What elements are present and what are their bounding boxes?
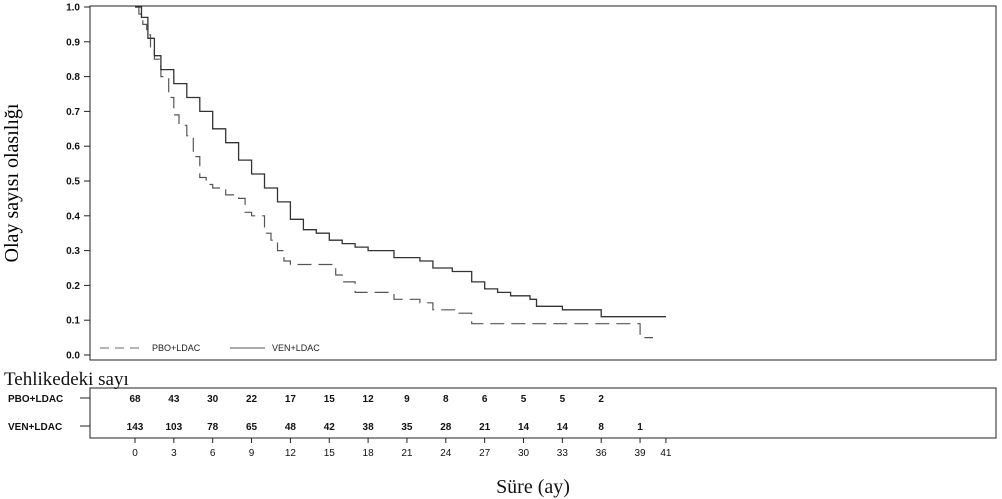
y-tick-label: 0.2 — [66, 281, 80, 292]
x-tick-label: 0 — [132, 448, 138, 459]
risk-table-title: Tehlikedeki sayı — [4, 369, 129, 390]
risk-value: 14 — [557, 422, 569, 433]
y-axis-label: Olay sayısı olasılığı — [1, 103, 23, 262]
series-layer — [135, 6, 666, 339]
y-tick-label: 0.3 — [66, 246, 80, 257]
x-tick-label: 15 — [324, 448, 336, 459]
risk-value: 9 — [404, 394, 410, 405]
risk-row-label-pbo: PBO+LDAC — [8, 394, 63, 405]
risk-value: 5 — [560, 394, 566, 405]
series-pbo-line — [135, 6, 653, 339]
x-axis-label: Süre (ay) — [496, 476, 570, 498]
y-tick-label: 0.8 — [66, 72, 80, 83]
legend: PBO+LDAC VEN+LDAC — [100, 343, 320, 353]
x-ticks: 0 3 6 9 12 15 18 21 24 27 30 33 36 39 41 — [132, 438, 672, 459]
risk-value: 43 — [168, 394, 180, 405]
y-tick-label: 0.4 — [66, 211, 80, 222]
x-tick-label: 6 — [210, 448, 216, 459]
x-tick-label: 39 — [634, 448, 646, 459]
risk-value: 15 — [324, 394, 336, 405]
risk-value: 8 — [598, 422, 604, 433]
x-tick-label: 21 — [401, 448, 413, 459]
y-tick-label: 0.9 — [66, 37, 80, 48]
risk-value: 38 — [363, 422, 375, 433]
y-ticks: 0.0 0.1 0.2 0.3 0.4 0.5 0.6 0.7 0.8 0.9 1.0 — [66, 3, 90, 362]
x-tick-label: 12 — [285, 448, 297, 459]
x-tick-label: 33 — [557, 448, 569, 459]
x-tick-label: 27 — [479, 448, 491, 459]
risk-value: 65 — [246, 422, 258, 433]
risk-value: 143 — [127, 422, 144, 433]
risk-value: 8 — [443, 394, 449, 405]
x-tick-label: 24 — [440, 448, 452, 459]
risk-value: 28 — [440, 422, 452, 433]
risk-value: 12 — [363, 394, 375, 405]
risk-value: 5 — [521, 394, 527, 405]
y-tick-label: 0.7 — [66, 107, 80, 118]
risk-value: 35 — [401, 422, 413, 433]
risk-value: 14 — [518, 422, 530, 433]
plot-frame — [89, 5, 997, 361]
risk-value: 1 — [637, 422, 643, 433]
y-tick-label: 1.0 — [66, 3, 80, 14]
legend-ven-label: VEN+LDAC — [272, 343, 320, 353]
y-tick-label: 0.6 — [66, 142, 80, 153]
x-tick-label: 30 — [518, 448, 530, 459]
x-tick-label: 36 — [596, 448, 608, 459]
y-tick-label: 0.1 — [66, 316, 80, 327]
risk-value: 30 — [207, 394, 219, 405]
risk-value: 48 — [285, 422, 297, 433]
legend-pbo-label: PBO+LDAC — [152, 343, 201, 353]
x-tick-label: 9 — [249, 448, 255, 459]
x-tick-label: 3 — [171, 448, 177, 459]
risk-value: 6 — [482, 394, 488, 405]
risk-value: 22 — [246, 394, 258, 405]
x-tick-label: 18 — [363, 448, 375, 459]
series-ven-line — [135, 6, 666, 318]
risk-value: 42 — [324, 422, 336, 433]
risk-value: 21 — [479, 422, 491, 433]
risk-value: 103 — [166, 422, 183, 433]
risk-table-frame — [89, 387, 997, 439]
risk-row-label-ven: VEN+LDAC — [8, 422, 62, 433]
y-tick-label: 0.0 — [66, 351, 80, 362]
x-tick-label: 41 — [660, 448, 672, 459]
risk-value: 17 — [285, 394, 297, 405]
risk-value: 68 — [129, 394, 141, 405]
risk-value: 2 — [598, 394, 604, 405]
risk-value: 78 — [207, 422, 219, 433]
y-tick-label: 0.5 — [66, 177, 80, 188]
